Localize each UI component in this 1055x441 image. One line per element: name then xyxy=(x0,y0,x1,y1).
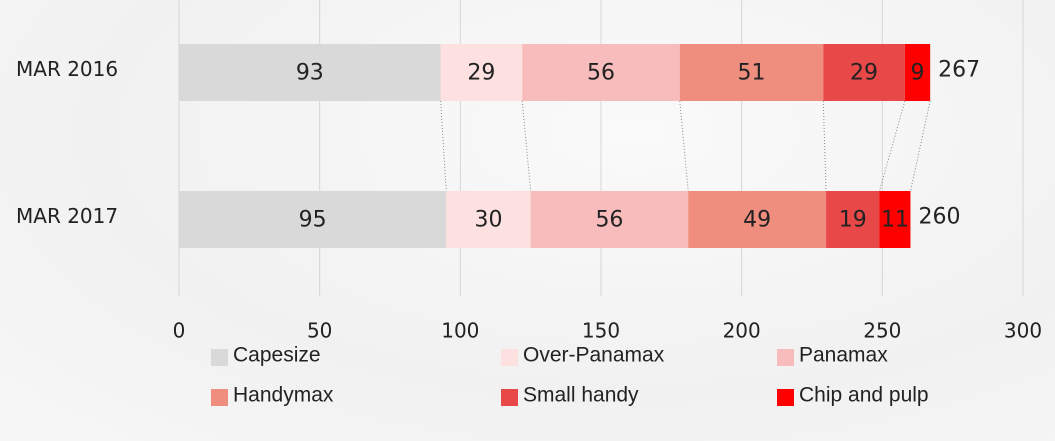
x-tick-label: 50 xyxy=(307,319,332,343)
connector xyxy=(441,101,447,191)
data-label: 19 xyxy=(839,208,867,233)
data-label: 11 xyxy=(881,208,909,233)
x-tick-label: 0 xyxy=(173,319,186,343)
data-label: 29 xyxy=(467,61,495,86)
data-label: 30 xyxy=(474,208,502,233)
data-label: 29 xyxy=(850,61,878,86)
x-tick-label: 100 xyxy=(441,319,479,343)
legend-label: Capesize xyxy=(233,344,321,367)
total-label: 267 xyxy=(938,58,980,83)
category-label: MAR 2017 xyxy=(16,204,118,228)
legend-swatch xyxy=(777,389,794,406)
data-label: 93 xyxy=(296,61,324,86)
x-tick-label: 300 xyxy=(1004,319,1042,343)
data-label: 95 xyxy=(299,208,327,233)
x-tick-label: 250 xyxy=(863,319,901,343)
legend-swatch xyxy=(777,349,794,366)
x-tick-label: 150 xyxy=(582,319,620,343)
data-label: 56 xyxy=(595,208,623,233)
x-tick-label: 200 xyxy=(723,319,761,343)
data-label: 56 xyxy=(587,61,615,86)
connector xyxy=(680,101,688,191)
data-label: 51 xyxy=(738,61,766,86)
legend-swatch xyxy=(211,389,228,406)
legend-swatch xyxy=(501,389,518,406)
connector xyxy=(910,101,930,191)
legend-label: Chip and pulp xyxy=(799,384,929,407)
connector xyxy=(823,101,826,191)
category-label: MAR 2016 xyxy=(16,57,118,81)
connector xyxy=(880,101,905,191)
chart: 0 50 100 150 200 250 300 MAR 2016 93 29 56 51 29 9 267… xyxy=(0,0,1055,441)
legend-label: Handymax xyxy=(233,384,334,407)
data-label: 49 xyxy=(743,208,771,233)
data-label: 9 xyxy=(911,61,925,86)
legend-label: Over-Panamax xyxy=(523,344,665,367)
legend-swatch xyxy=(211,349,228,366)
legend-swatch xyxy=(501,349,518,366)
legend-label: Small handy xyxy=(523,384,639,407)
legend-label: Panamax xyxy=(799,344,888,367)
connector xyxy=(522,101,530,191)
total-label: 260 xyxy=(918,205,960,230)
